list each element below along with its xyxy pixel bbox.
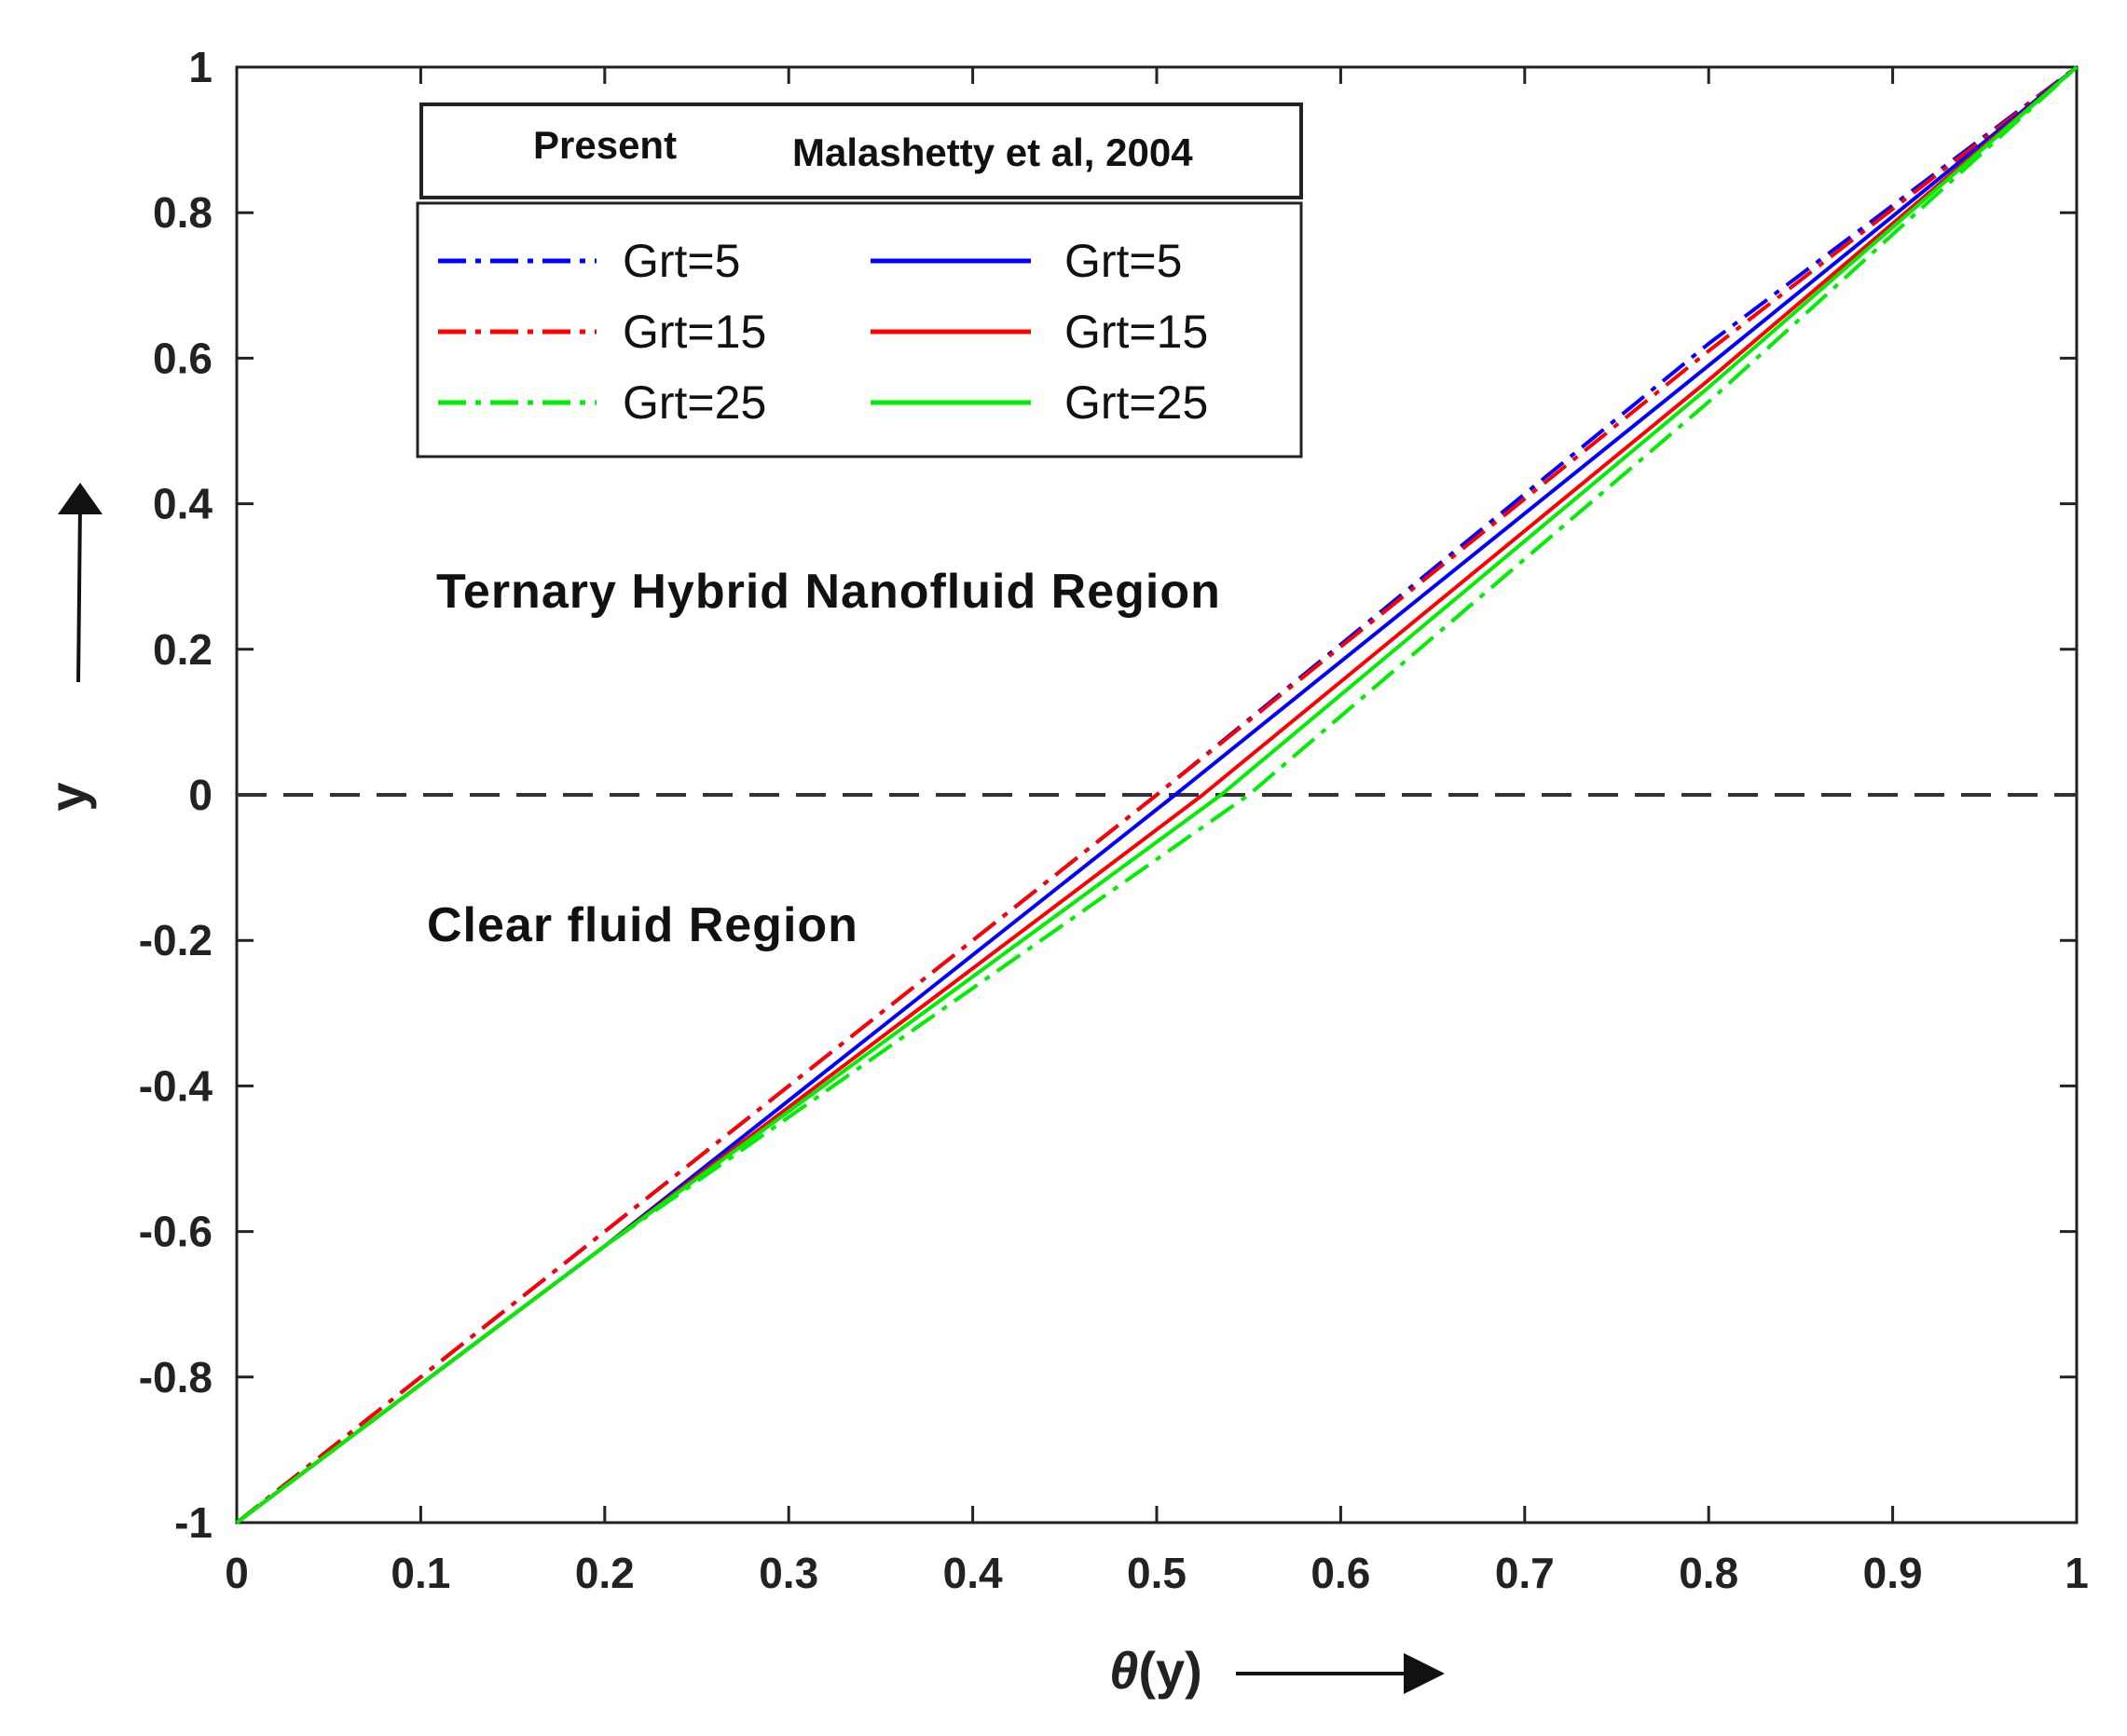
y-tick-label: -0.6 — [139, 1208, 213, 1256]
x-tick-label: 0.3 — [759, 1549, 818, 1597]
x-axis-arrow-icon — [1404, 1653, 1445, 1694]
legend-label: Grt=15 — [623, 306, 766, 358]
x-tick-label: 0.6 — [1311, 1549, 1370, 1597]
y-tick-label: -0.4 — [139, 1061, 213, 1110]
y-axis-arrow-icon — [58, 483, 103, 514]
series-line-present-grt-15 — [235, 65, 2079, 1524]
y-axis-arrow-shaft — [76, 502, 82, 683]
legend-label: Grt=25 — [623, 376, 766, 429]
y-axis-label-group: y — [38, 483, 103, 812]
x-axis-label-symbol: θ — [1109, 1641, 1138, 1700]
y-tick-label: 0 — [188, 771, 213, 819]
legend-header-box — [419, 103, 1303, 199]
x-tick-label: 0.1 — [391, 1549, 450, 1597]
legend: Present Malashetty et al, 2004 Grt=5Grt=… — [416, 103, 1303, 458]
series-lines — [235, 65, 2079, 1524]
y-axis-label: y — [38, 782, 97, 811]
y-tick-label: -0.8 — [139, 1353, 213, 1401]
x-axis-label-rest: (y) — [1138, 1641, 1201, 1700]
x-tick-label: 0.4 — [943, 1549, 1003, 1597]
legend-label: Grt=25 — [1064, 376, 1208, 429]
x-tick-label: 0.2 — [575, 1549, 635, 1597]
legend-label: Grt=5 — [623, 235, 740, 287]
legend-label: Grt=5 — [1064, 235, 1182, 287]
x-axis-label: θ(y) — [1109, 1641, 1202, 1700]
legend-header-malashetty: Malashetty et al, 2004 — [792, 130, 1193, 174]
legend-label: Grt=15 — [1064, 306, 1208, 358]
y-tick-label: 1 — [188, 43, 213, 91]
y-tick-label: 0.4 — [153, 480, 213, 528]
x-tick-label: 0.5 — [1127, 1549, 1187, 1597]
y-tick-label: 0.2 — [153, 625, 213, 674]
legend-header-present: Present — [533, 123, 677, 167]
x-axis-label-group: θ(y) — [1109, 1641, 1445, 1700]
series-line-malashetty-grt-25 — [235, 65, 2079, 1524]
x-tick-label: 0.9 — [1863, 1549, 1923, 1597]
y-tick-label: -0.2 — [139, 916, 213, 964]
y-tick-label: 0.6 — [153, 334, 213, 382]
x-tick-label: 0 — [225, 1549, 249, 1597]
annotation-lower-region: Clear fluid Region — [427, 898, 858, 952]
x-tick-label: 0.7 — [1495, 1549, 1555, 1597]
axis-ticks — [235, 65, 2079, 1524]
axis-tick-labels: 0 0.1 0.2 0.3 0.4 0.5 0.6 0.7 0.8 0.9 1 -1 -0.8 -0.6 -… — [139, 43, 2089, 1597]
x-tick-label: 1 — [2065, 1549, 2089, 1597]
y-tick-label: 0.8 — [153, 188, 213, 237]
x-tick-label: 0.8 — [1679, 1549, 1738, 1597]
legend-items: Grt=5 Grt=15 Grt=25 Grt=5 Grt=15 Grt=25 — [438, 235, 1208, 429]
y-tick-label: -1 — [174, 1498, 213, 1547]
annotation-upper-region: Ternary Hybrid Nanofluid Region — [436, 565, 1221, 619]
